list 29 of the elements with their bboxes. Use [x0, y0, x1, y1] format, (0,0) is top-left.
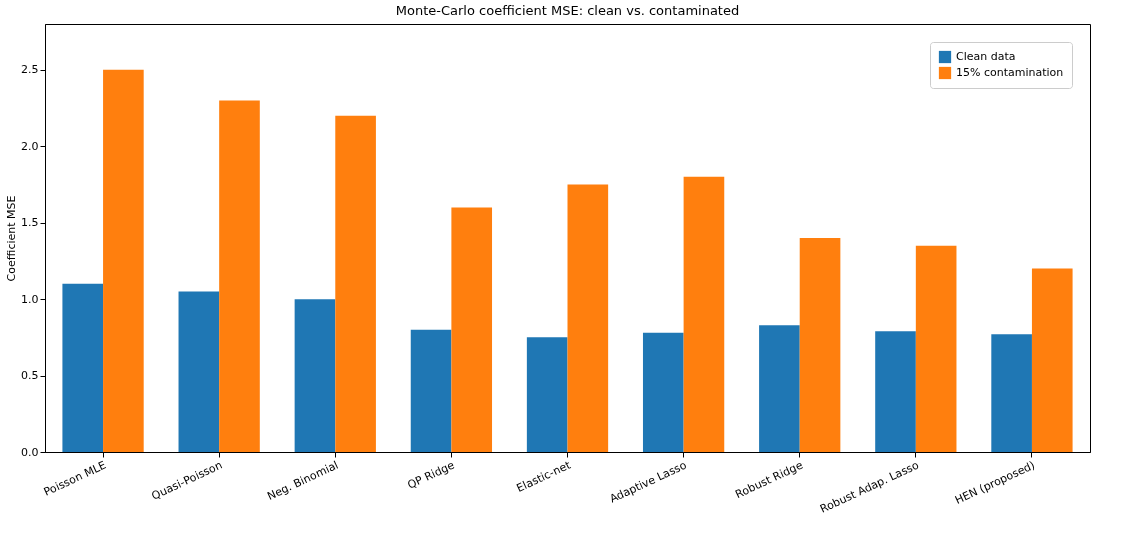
bar — [103, 69, 144, 452]
bar — [642, 332, 684, 452]
bar — [410, 329, 452, 452]
legend-label: 15% contamination — [956, 66, 1064, 79]
y-tick-label: 1.0 — [21, 292, 39, 306]
bar — [799, 238, 841, 452]
bar — [991, 334, 1032, 452]
bar — [759, 325, 800, 452]
bar — [219, 100, 260, 452]
bar — [1031, 268, 1073, 452]
bar — [62, 283, 104, 452]
chart-title: Monte-Carlo coefficient MSE: clean vs. contaminated — [395, 3, 740, 18]
y-tick-label: 2.0 — [21, 139, 39, 153]
legend-label: Clean data — [956, 50, 1016, 63]
y-tick-label: 1.5 — [21, 216, 39, 230]
bar — [294, 299, 336, 452]
bar — [567, 184, 609, 452]
bar — [875, 331, 916, 452]
bar — [915, 245, 957, 452]
bar — [526, 337, 568, 452]
y-tick-label: 0.0 — [21, 445, 39, 459]
bar — [683, 176, 725, 452]
y-tick-label: 0.5 — [21, 369, 39, 383]
y-axis-title: Coefficient MSE — [5, 195, 19, 282]
y-tick-label: 2.5 — [21, 63, 39, 77]
bar — [178, 291, 220, 452]
bar — [335, 115, 376, 452]
bar — [451, 207, 493, 452]
x-tick-label: QP Ridge — [405, 458, 457, 492]
